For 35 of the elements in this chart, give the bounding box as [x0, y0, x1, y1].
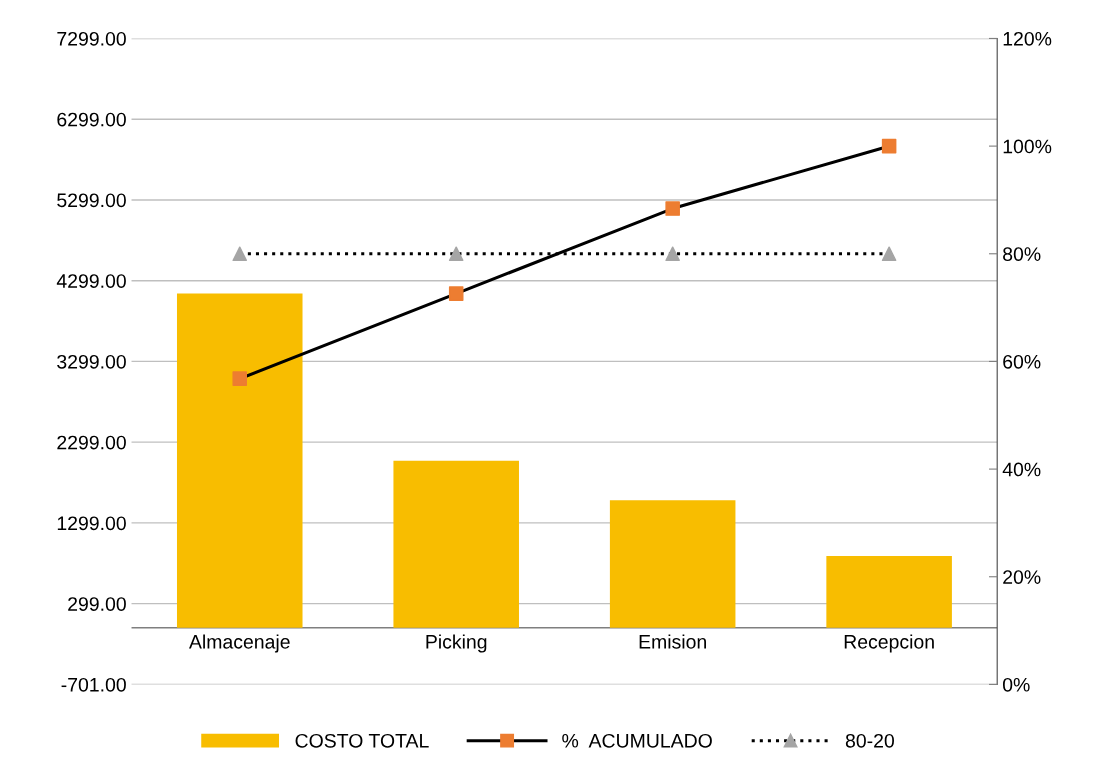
y2-tick-label: 40% [1002, 462, 1041, 477]
y-tick-label: 2299.00 [57, 435, 126, 450]
y-tick-label: -701.00 [61, 677, 126, 692]
point [881, 246, 897, 262]
legend-label: % ACUMULADO [562, 733, 712, 748]
x-tick-label: Emision [639, 634, 706, 649]
point [881, 138, 897, 154]
legend-label: COSTO TOTAL [295, 733, 429, 748]
point [665, 201, 680, 216]
bar [609, 500, 736, 628]
y2-tick-label: 20% [1003, 570, 1041, 584]
point [448, 286, 464, 301]
y2-tick-label: 100% [1003, 139, 1052, 154]
y2-tick-label: 120% [1003, 31, 1052, 46]
bar [826, 555, 952, 628]
bar [176, 293, 303, 628]
legend-label: 80-20 [845, 733, 894, 748]
y-tick-label: 1299.00 [57, 516, 126, 531]
y2-tick-label: 0% [1002, 677, 1030, 692]
bar [393, 460, 519, 628]
point [448, 246, 464, 262]
y2-tick-label: 60% [1003, 354, 1041, 369]
y-tick-label: 299.00 [68, 597, 126, 611]
y-tick-label: 5299.00 [57, 193, 126, 208]
x-tick-label: Picking [426, 634, 487, 653]
y-tick-label: 6299.00 [57, 112, 126, 127]
point [665, 246, 680, 262]
y-tick-label: 7299.00 [57, 31, 126, 46]
x-tick-label: Recepcion [844, 634, 934, 653]
point [232, 371, 248, 386]
x-tick-label: Almacenaje [188, 634, 290, 653]
point [232, 246, 248, 262]
y2-tick-label: 80% [1003, 247, 1041, 262]
y-tick-label: 4299.00 [56, 274, 126, 288]
y-tick-label: 3299.00 [57, 354, 126, 369]
